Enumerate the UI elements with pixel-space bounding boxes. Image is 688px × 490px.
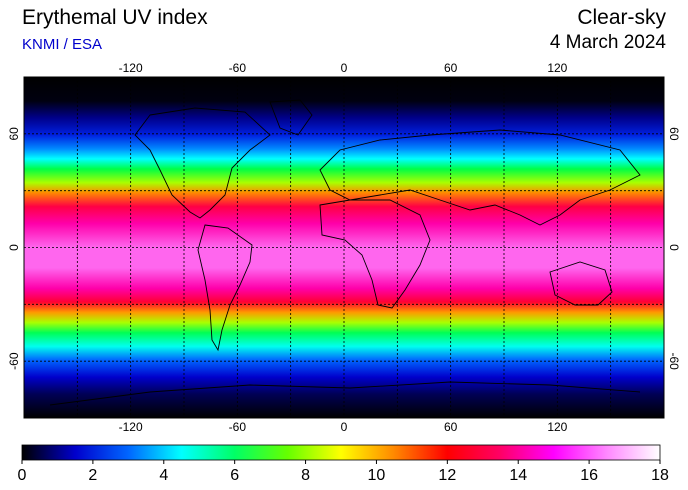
colorbar-tick-label: 8: [301, 467, 310, 484]
lon-tick-label: -60: [229, 61, 247, 75]
date-label: 4 March 2024: [549, 32, 666, 53]
colorbar-tick-label: 6: [230, 467, 239, 484]
colorbar-tick-label: 16: [580, 467, 598, 484]
colorbar-tick-label: 0: [18, 467, 27, 484]
colorbar-tick-label: 14: [509, 467, 527, 484]
colorbar: [21, 444, 661, 461]
lat-tick-label: 0: [667, 244, 681, 251]
lat-tick-label: 0: [7, 244, 21, 251]
lat-tick-label: 60: [7, 127, 21, 141]
lon-tick-label: -120: [119, 61, 143, 75]
lat-tick-label: 60: [667, 127, 681, 141]
lon-tick-label: 120: [547, 420, 567, 434]
colorbar-tick-label: 4: [159, 467, 168, 484]
lon-tick-label: 120: [547, 61, 567, 75]
map-title: Erythemal UV index: [22, 6, 208, 29]
coastline-outlines: [49, 99, 641, 406]
colorbar-ticks: 0 2 4 6 8 10 12 14 16 18: [18, 460, 669, 484]
lon-tick-label: 60: [444, 420, 458, 434]
map-frame: [23, 76, 665, 419]
lat-tick-label: -60: [7, 352, 21, 370]
lon-tick-label: 60: [444, 61, 458, 75]
lon-ticks-bottom: -120 -60 0 60 120: [119, 420, 568, 434]
lat-tick-label: -60: [667, 352, 681, 370]
colorbar-tick-label: 2: [88, 467, 97, 484]
product-label: Clear-sky: [577, 6, 666, 29]
lon-tick-label: -120: [119, 420, 143, 434]
lon-ticks-top: -120 -60 0 60 120: [119, 61, 568, 75]
graticule: [24, 77, 664, 418]
lon-tick-label: 0: [341, 420, 348, 434]
colorbar-tick-label: 18: [651, 467, 669, 484]
lon-tick-label: 0: [341, 61, 348, 75]
lat-ticks-right: 60 0 -60: [667, 127, 681, 370]
lon-tick-label: -60: [229, 420, 247, 434]
colorbar-tick-label: 12: [438, 467, 456, 484]
colorbar-tick-label: 10: [368, 467, 386, 484]
credit-label: KNMI / ESA: [22, 36, 103, 53]
lat-ticks-left: 60 0 -60: [7, 127, 21, 370]
